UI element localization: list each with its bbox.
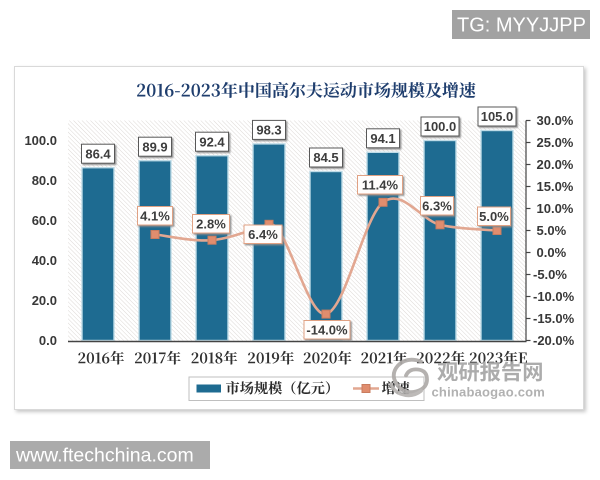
svg-text:89.9: 89.9 [142,139,167,154]
svg-text:chinabaogao.com: chinabaogao.com [432,385,546,400]
svg-text:105.0: 105.0 [481,109,514,124]
svg-text:100.0: 100.0 [424,119,457,134]
svg-text:-10.0%: -10.0% [533,289,575,304]
svg-text:40.0: 40.0 [32,253,57,268]
svg-text:86.4: 86.4 [85,146,111,161]
svg-text:100.0: 100.0 [24,133,57,148]
svg-text:94.1: 94.1 [370,131,395,146]
svg-text:-5.0%: -5.0% [533,267,567,282]
svg-text:30.0%: 30.0% [537,113,574,128]
svg-text:20.0%: 20.0% [537,157,574,172]
svg-text:TG: MYYJJPP: TG: MYYJJPP [457,15,586,37]
svg-text:6.3%: 6.3% [422,198,452,213]
svg-text:25.0%: 25.0% [537,135,574,150]
svg-text:www.ftechchina.com: www.ftechchina.com [15,445,194,467]
svg-text:10.0%: 10.0% [537,201,574,216]
svg-text:0.0%: 0.0% [537,245,567,260]
svg-text:-15.0%: -15.0% [533,311,575,326]
svg-text:5.0%: 5.0% [537,223,567,238]
svg-text:98.3: 98.3 [256,123,281,138]
svg-text:-14.0%: -14.0% [306,322,348,337]
svg-text:84.5: 84.5 [313,150,338,165]
svg-text:92.4: 92.4 [199,134,225,149]
svg-text:2.8%: 2.8% [196,216,226,231]
svg-text:20.0: 20.0 [32,293,57,308]
svg-text:0.0: 0.0 [39,333,57,348]
svg-text:-20.0%: -20.0% [533,333,575,348]
svg-text:5.0%: 5.0% [479,209,509,224]
svg-text:4.1%: 4.1% [140,208,170,223]
svg-text:80.0: 80.0 [32,173,57,188]
svg-text:15.0%: 15.0% [537,179,574,194]
svg-text:11.4%: 11.4% [362,177,399,192]
svg-text:6.4%: 6.4% [248,227,278,242]
svg-text:60.0: 60.0 [32,213,57,228]
